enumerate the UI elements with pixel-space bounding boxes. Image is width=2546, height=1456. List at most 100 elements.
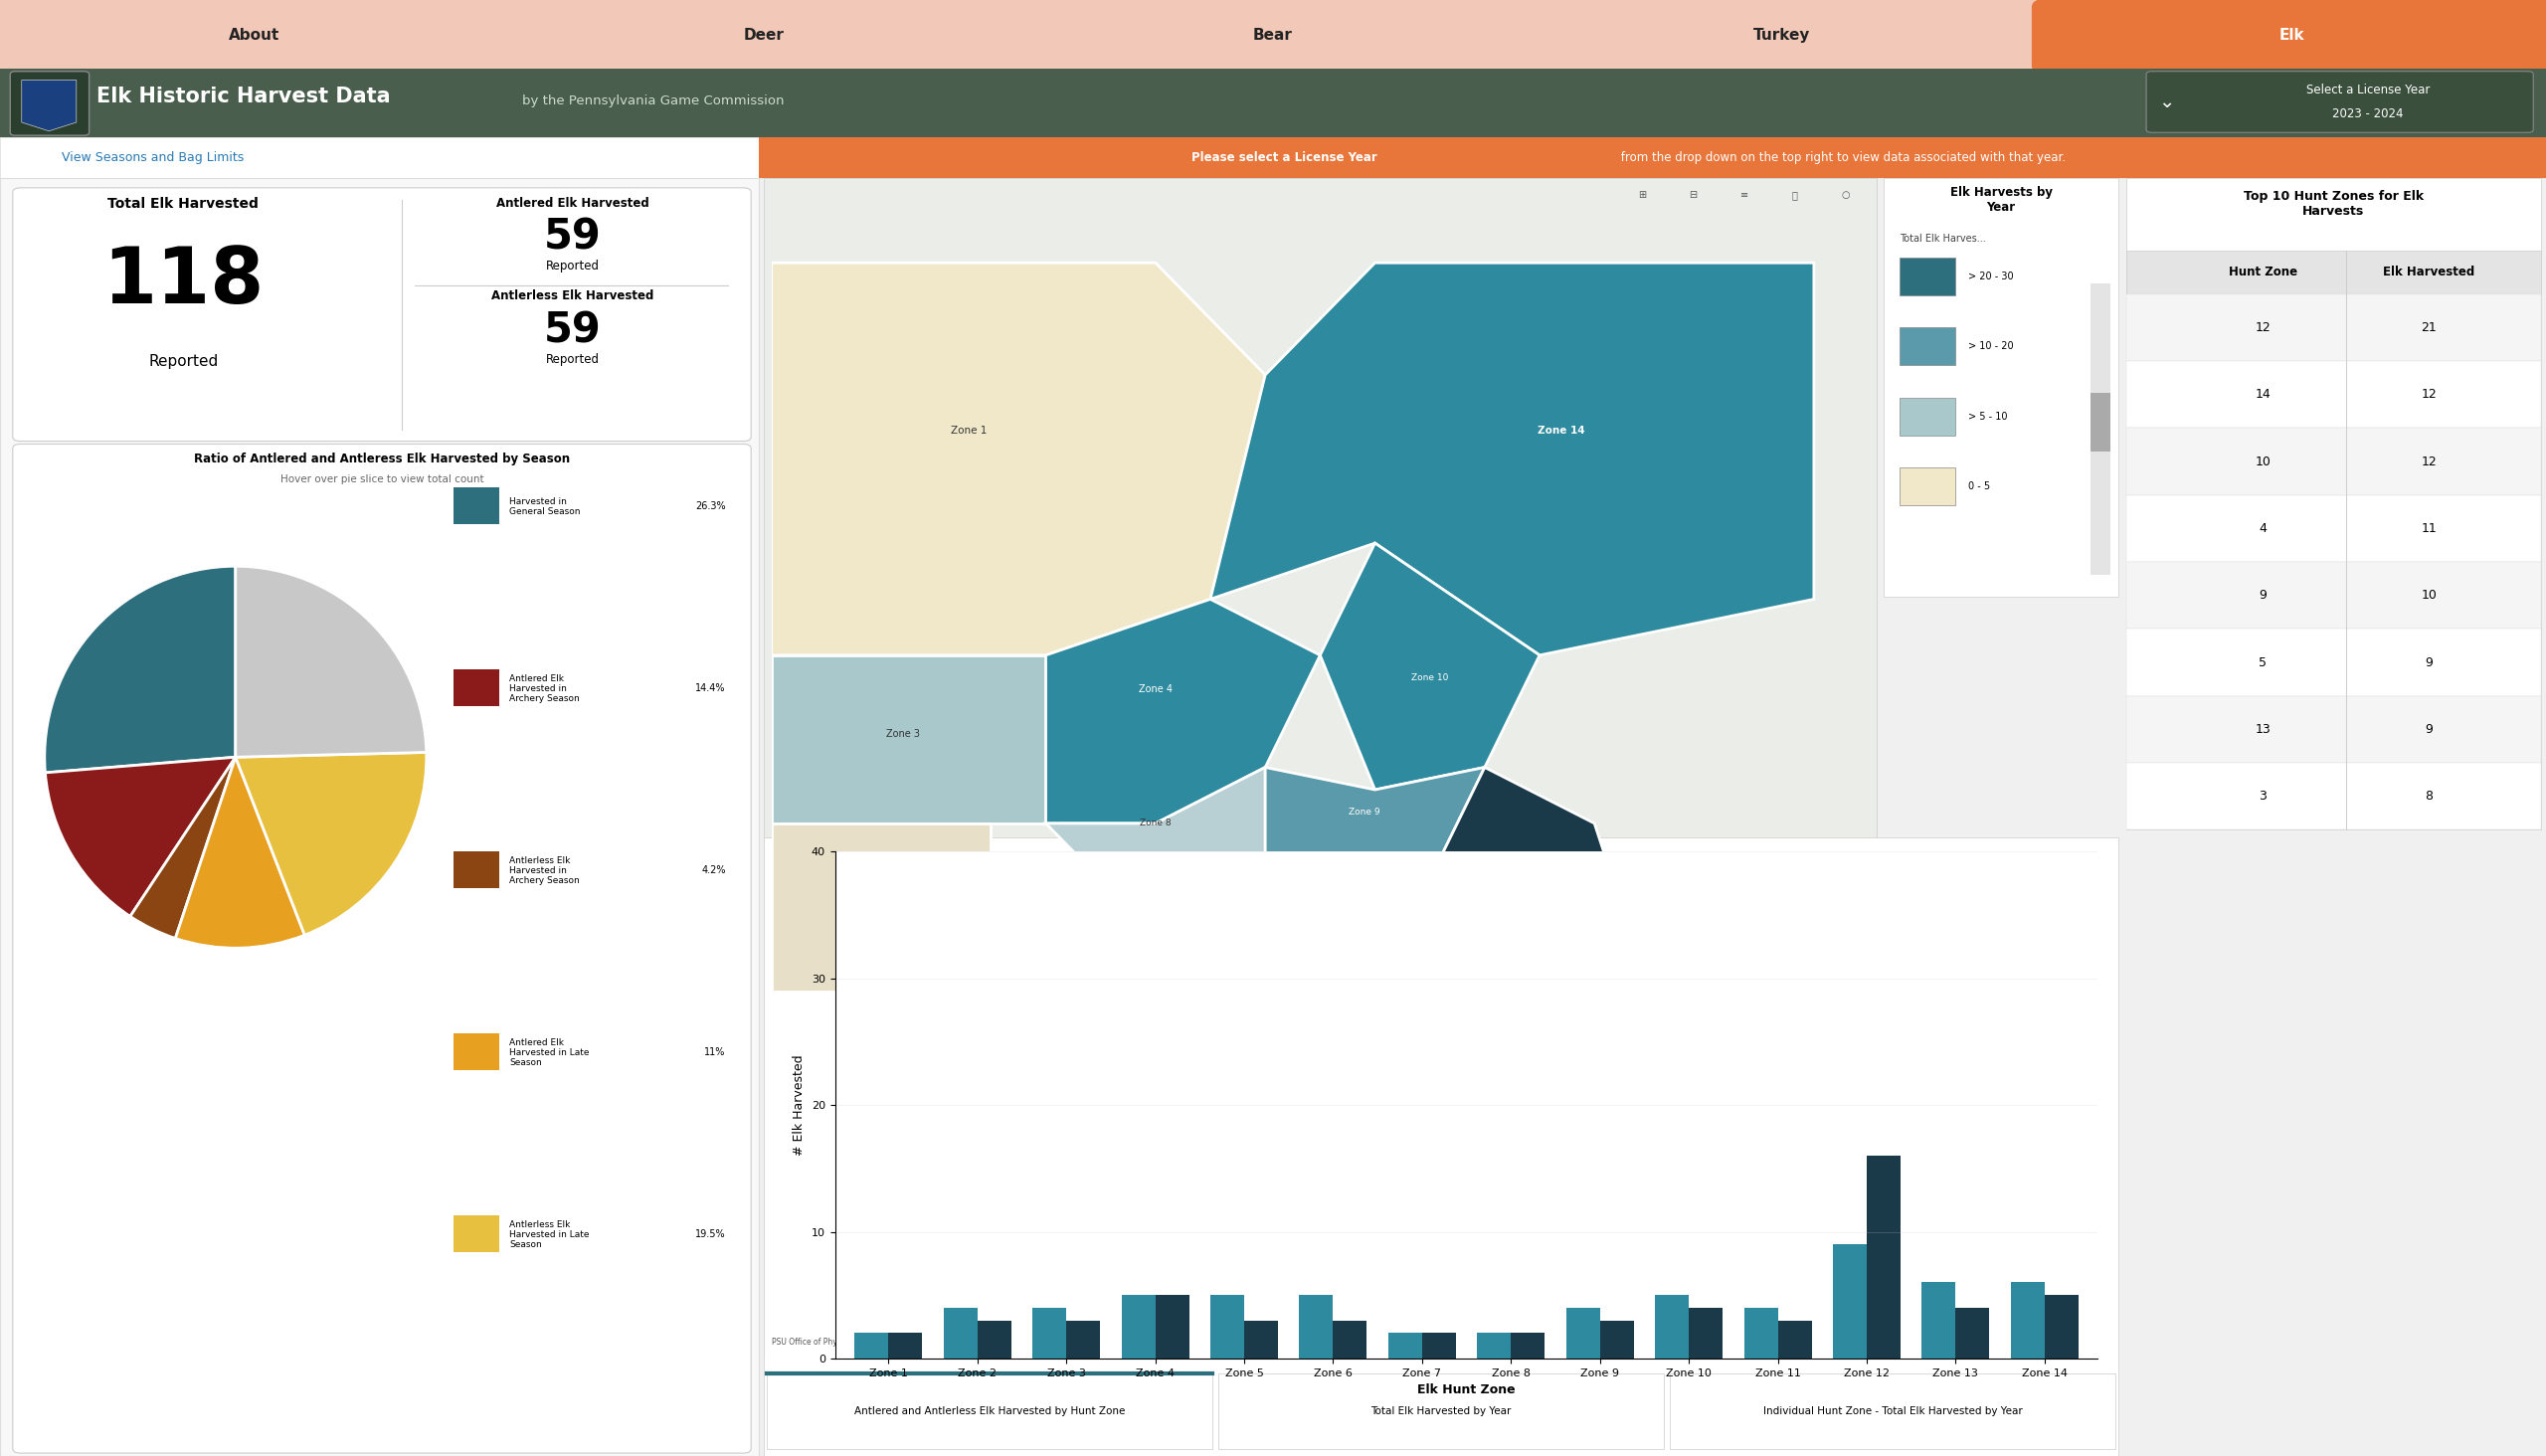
- Bar: [1899, 467, 1955, 505]
- Text: ⊞: ⊞: [1637, 191, 1647, 199]
- Text: 2023 - 2024: 2023 - 2024: [2332, 108, 2403, 119]
- Bar: [1955, 1307, 1988, 1358]
- Polygon shape: [1046, 767, 1265, 879]
- Text: Ratio of Antlered and Antleress Elk Harvested by Season: Ratio of Antlered and Antleress Elk Harv…: [193, 453, 570, 464]
- Text: 11: 11: [2421, 523, 2437, 534]
- Bar: [1688, 1307, 1724, 1358]
- Bar: [1599, 1321, 1635, 1358]
- X-axis label: Elk Hunt Zone: Elk Hunt Zone: [1418, 1383, 1515, 1396]
- Polygon shape: [1321, 543, 1540, 789]
- Wedge shape: [46, 757, 234, 916]
- Text: Select a License Year: Select a License Year: [2307, 84, 2429, 96]
- Text: 9: 9: [2424, 657, 2434, 668]
- Polygon shape: [1046, 600, 1321, 823]
- Bar: [2126, 763, 2541, 830]
- FancyBboxPatch shape: [2146, 71, 2533, 132]
- Text: Please select a License Year: Please select a License Year: [1192, 151, 1377, 163]
- Text: 11%: 11%: [705, 1048, 726, 1057]
- Text: > 10 - 20: > 10 - 20: [1968, 342, 2014, 351]
- Text: Zone 13: Zone 13: [1708, 1099, 1744, 1108]
- Text: 9: 9: [2258, 590, 2266, 601]
- Text: −: −: [1823, 1067, 1833, 1082]
- Bar: [1922, 1283, 1955, 1358]
- Bar: [1899, 397, 1955, 435]
- Text: ≡: ≡: [1739, 191, 1749, 199]
- Bar: [764, 178, 1876, 1357]
- Wedge shape: [176, 757, 306, 948]
- FancyBboxPatch shape: [504, 0, 1023, 74]
- Bar: [978, 1321, 1011, 1358]
- Bar: [1866, 1156, 1899, 1358]
- Text: 14.4%: 14.4%: [695, 684, 726, 693]
- Text: 21: 21: [2421, 322, 2437, 333]
- Text: by the Pennsylvania Game Commission: by the Pennsylvania Game Commission: [522, 95, 784, 106]
- Polygon shape: [1265, 767, 1650, 1216]
- Text: 26.3%: 26.3%: [695, 502, 726, 511]
- Text: 4.2%: 4.2%: [700, 866, 726, 875]
- Bar: [0, 0, 2546, 68]
- Bar: [2126, 428, 2541, 495]
- Text: Elk Harvested: Elk Harvested: [2383, 266, 2475, 278]
- Bar: [2126, 294, 2541, 361]
- Bar: [1777, 1321, 1813, 1358]
- FancyBboxPatch shape: [2032, 0, 2546, 74]
- Text: 0 - 5: 0 - 5: [1968, 482, 1991, 491]
- Bar: [1388, 1334, 1423, 1358]
- Wedge shape: [130, 757, 234, 938]
- Text: Deer: Deer: [743, 28, 784, 44]
- Bar: [1884, 178, 2118, 597]
- Text: Hover over pie slice to view total count: Hover over pie slice to view total count: [280, 475, 484, 483]
- FancyBboxPatch shape: [1013, 0, 1533, 74]
- Text: View Seasons and Bag Limits: View Seasons and Bag Limits: [61, 151, 244, 163]
- Bar: [1067, 1321, 1100, 1358]
- Text: 59: 59: [545, 310, 601, 351]
- Bar: [453, 488, 499, 524]
- Text: Elk: Elk: [2279, 28, 2304, 44]
- Text: 3: 3: [2258, 791, 2266, 802]
- Text: 10: 10: [2256, 456, 2271, 467]
- Bar: [855, 1334, 889, 1358]
- Text: Hunt Zone: Hunt Zone: [2228, 266, 2296, 278]
- Bar: [1034, 1307, 1067, 1358]
- Bar: [0, 68, 2546, 137]
- Bar: [2090, 393, 2111, 451]
- Bar: [2011, 1283, 2044, 1358]
- Polygon shape: [1265, 767, 1484, 879]
- Text: 9: 9: [2424, 724, 2434, 735]
- Bar: [0, 137, 2546, 178]
- Text: Harvested in
General Season: Harvested in General Season: [509, 496, 580, 517]
- Bar: [453, 852, 499, 888]
- Bar: [2126, 629, 2541, 696]
- Text: ⬜: ⬜: [1792, 191, 1797, 199]
- Text: 14: 14: [2256, 389, 2271, 400]
- Bar: [1334, 1321, 1367, 1358]
- Text: Zone 9: Zone 9: [1349, 808, 1380, 817]
- Text: ⊟: ⊟: [1688, 191, 1698, 199]
- Text: 12: 12: [2421, 456, 2437, 467]
- Wedge shape: [43, 566, 234, 773]
- Bar: [945, 1307, 978, 1358]
- Text: > 5 - 10: > 5 - 10: [1968, 412, 2006, 421]
- Text: Antlered Elk
Harvested in Late
Season: Antlered Elk Harvested in Late Season: [509, 1038, 588, 1067]
- Text: 13: 13: [2256, 724, 2271, 735]
- Text: Turkey: Turkey: [1754, 28, 1810, 44]
- Text: Zone 11: Zone 11: [1080, 1076, 1120, 1086]
- Polygon shape: [771, 655, 1046, 823]
- Text: Antlerless Elk Harvested: Antlerless Elk Harvested: [491, 290, 654, 301]
- Bar: [2126, 178, 2541, 830]
- Text: Zone 3: Zone 3: [886, 728, 919, 738]
- Bar: [764, 837, 2118, 1456]
- Text: Individual Hunt Zone - Total Elk Harvested by Year: Individual Hunt Zone - Total Elk Harvest…: [1762, 1406, 2022, 1415]
- Text: Zone 10: Zone 10: [1410, 673, 1449, 681]
- Bar: [453, 670, 499, 706]
- Text: ⌄: ⌄: [2159, 93, 2174, 111]
- FancyBboxPatch shape: [0, 0, 514, 74]
- Text: Elk Historic Harvest Data: Elk Historic Harvest Data: [97, 86, 390, 106]
- Polygon shape: [937, 936, 1265, 1216]
- Bar: [2126, 361, 2541, 428]
- Polygon shape: [20, 80, 76, 131]
- Text: from the drop down on the top right to view data associated with that year.: from the drop down on the top right to v…: [1617, 151, 2065, 163]
- Text: Reported: Reported: [545, 261, 601, 272]
- Text: Total Elk Harvested by Year: Total Elk Harvested by Year: [1370, 1406, 1512, 1415]
- Bar: [2126, 562, 2541, 629]
